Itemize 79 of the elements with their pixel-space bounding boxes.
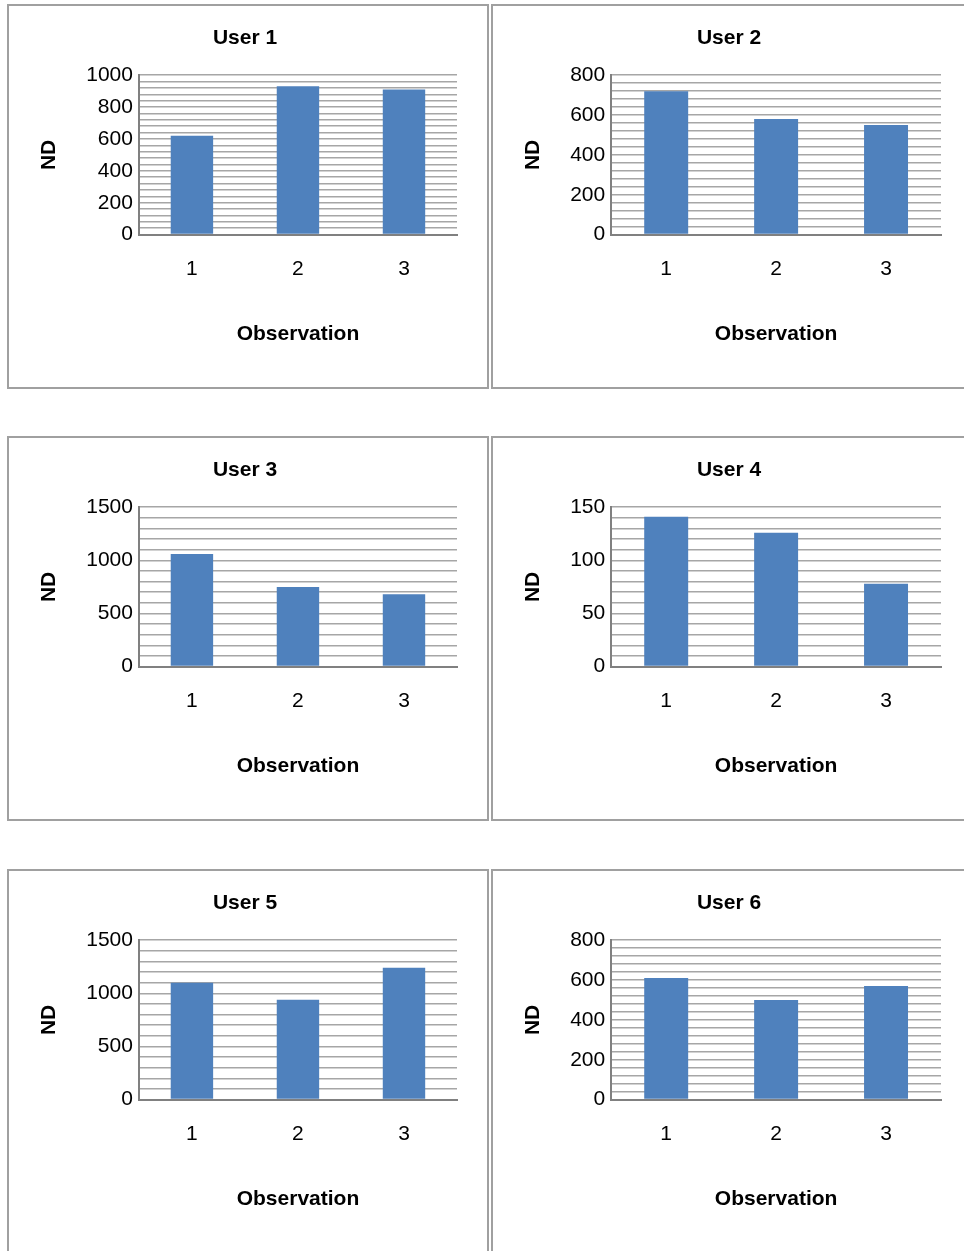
y-tick-label: 200 <box>570 1046 606 1070</box>
x-axis-title: Observation <box>236 753 360 777</box>
y-tick-label: 1500 <box>86 494 133 517</box>
x-axis-title: Observation <box>236 321 360 345</box>
x-tick-label: 2 <box>770 688 782 711</box>
x-tick-label: 3 <box>880 1121 892 1144</box>
bar <box>754 119 799 234</box>
y-tick-label: 400 <box>97 157 133 181</box>
x-tick-label: 2 <box>770 256 782 279</box>
x-tick-label: 3 <box>880 256 892 279</box>
x-tick-label: 2 <box>770 1121 782 1144</box>
x-tick-label: 1 <box>186 256 198 279</box>
y-axis-title: ND <box>36 139 60 171</box>
y-axis-title: ND <box>520 139 544 171</box>
x-axis-title: Observation <box>714 321 838 345</box>
bar <box>382 967 426 1099</box>
chart-title: User 1 <box>212 25 278 49</box>
bar <box>170 553 214 666</box>
x-axis-title: Observation <box>236 1186 360 1210</box>
y-tick-label: 600 <box>97 125 133 149</box>
chart-title: User 4 <box>696 457 762 481</box>
bar <box>864 125 909 234</box>
bar <box>276 999 320 1099</box>
y-tick-label: 600 <box>570 101 606 125</box>
x-tick-label: 3 <box>398 1121 410 1144</box>
y-tick-label: 800 <box>570 927 606 950</box>
x-tick-label: 1 <box>660 688 673 711</box>
y-tick-label: 0 <box>593 221 606 245</box>
x-tick-label: 3 <box>880 688 892 711</box>
x-axis-title: Observation <box>714 1186 838 1210</box>
bar <box>864 583 909 666</box>
y-tick-label: 600 <box>570 966 606 990</box>
y-tick-label: 0 <box>121 653 133 677</box>
chart-title: User 5 <box>212 890 278 914</box>
bar <box>170 135 214 234</box>
y-axis-title: ND <box>36 571 60 603</box>
y-tick-label: 50 <box>581 600 606 624</box>
x-tick-label: 3 <box>398 256 410 279</box>
x-tick-label: 2 <box>292 256 304 279</box>
y-tick-label: 1000 <box>86 547 133 571</box>
y-tick-label: 800 <box>570 62 606 85</box>
y-axis-title: ND <box>520 571 544 603</box>
x-axis-title: Observation <box>714 753 838 777</box>
y-tick-label: 150 <box>570 494 606 517</box>
y-tick-label: 800 <box>97 93 133 117</box>
x-tick-label: 1 <box>186 688 198 711</box>
y-tick-label: 0 <box>121 1086 133 1110</box>
x-tick-label: 2 <box>292 1121 304 1144</box>
y-tick-label: 200 <box>97 189 133 213</box>
y-tick-label: 1000 <box>86 62 133 85</box>
bar <box>644 516 689 666</box>
y-tick-label: 400 <box>570 1006 606 1030</box>
bar <box>276 86 320 234</box>
x-tick-label: 1 <box>186 1121 198 1144</box>
y-tick-label: 200 <box>570 181 606 205</box>
bar <box>754 532 799 666</box>
bar <box>644 91 689 234</box>
y-tick-label: 500 <box>97 1033 133 1057</box>
y-axis-title: ND <box>520 1004 544 1036</box>
y-tick-label: 500 <box>97 600 133 624</box>
x-tick-label: 3 <box>398 688 410 711</box>
x-tick-label: 1 <box>660 256 673 279</box>
y-tick-label: 1500 <box>86 927 133 950</box>
y-tick-label: 0 <box>593 1086 606 1110</box>
bar <box>382 89 426 234</box>
y-tick-label: 0 <box>593 653 606 677</box>
y-tick-label: 0 <box>121 221 133 245</box>
chart-title: User 6 <box>696 890 762 914</box>
x-tick-label: 1 <box>660 1121 673 1144</box>
x-tick-label: 2 <box>292 688 304 711</box>
y-axis-title: ND <box>36 1004 60 1036</box>
chart-title: User 2 <box>696 25 762 49</box>
bar <box>276 586 320 666</box>
y-tick-label: 400 <box>570 141 606 165</box>
bar <box>170 982 214 1099</box>
y-tick-label: 1000 <box>86 980 133 1004</box>
y-tick-label: 100 <box>570 547 606 571</box>
bar <box>382 594 426 666</box>
chart-title: User 3 <box>212 457 278 481</box>
